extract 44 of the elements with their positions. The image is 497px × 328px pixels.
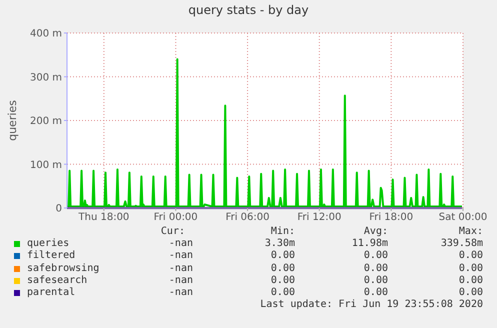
text: Cur: — [160, 226, 185, 237]
line-series — [67, 58, 463, 208]
text: Avg: — [364, 226, 388, 237]
text: 0.00 — [458, 262, 483, 274]
text: 0.00 — [458, 274, 483, 286]
x-tick-label: Sat 00:00 — [438, 212, 488, 224]
x-tick-label: Fri 18:00 — [369, 212, 414, 224]
text: Min: — [270, 226, 295, 237]
x-tick-label: Thu 18:00 — [78, 212, 130, 224]
legend-label: safebrowsing — [27, 262, 100, 274]
text: 3.30m — [264, 238, 295, 250]
chart-title: query stats - by day — [187, 3, 310, 17]
text: -nan — [168, 274, 193, 286]
x-tick-label: Fri 00:00 — [154, 212, 198, 224]
text: 11.98m — [352, 238, 388, 250]
legend-label: parental — [27, 287, 76, 298]
text: 0.00 — [270, 250, 295, 262]
text: -nan — [168, 250, 193, 262]
text: 0.00 — [458, 287, 483, 298]
y-axis-title: queries — [6, 100, 19, 141]
text: 0.00 — [270, 287, 295, 298]
y-tick-label: 0 — [56, 204, 62, 215]
text: 0.00 — [270, 262, 295, 274]
legend-label: safesearch — [27, 274, 88, 286]
text: 0.00 — [458, 250, 483, 262]
text: 0.00 — [270, 274, 295, 286]
x-tick-label: Fri 12:00 — [297, 212, 342, 224]
text: -nan — [168, 238, 193, 250]
text: Max: — [458, 226, 483, 237]
text: 0.00 — [364, 287, 388, 298]
text: -nan — [168, 262, 193, 274]
y-tick-label: 100 m — [30, 160, 62, 171]
y-tick-label: 300 m — [30, 72, 62, 84]
text: 0.00 — [364, 274, 388, 286]
legend-label: filtered — [27, 250, 76, 262]
text: 0.00 — [364, 262, 388, 274]
text: -nan — [168, 287, 193, 298]
x-tick-label: Fri 06:00 — [226, 212, 270, 224]
text: Last update: Fri Jun 19 23:55:08 2020 — [260, 299, 483, 310]
text: 0.00 — [364, 250, 388, 262]
y-tick-label: 400 m — [30, 28, 62, 40]
y-tick-label: 200 m — [30, 116, 62, 128]
text: 339.58m — [440, 238, 483, 250]
legend-label: queries — [27, 238, 70, 250]
